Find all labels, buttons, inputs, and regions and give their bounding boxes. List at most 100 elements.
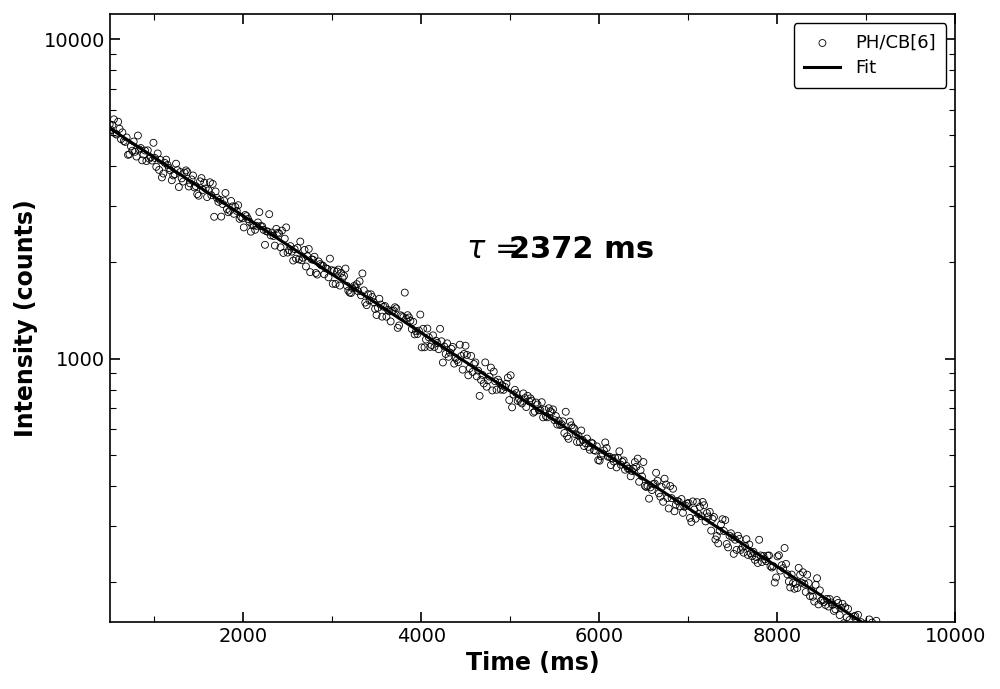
PH/CB[6] xyxy=(569,436,585,447)
PH/CB[6] xyxy=(617,464,633,475)
PH/CB[6] xyxy=(823,597,839,608)
PH/CB[6] xyxy=(818,599,834,610)
PH/CB[6] xyxy=(103,125,119,136)
PH/CB[6] xyxy=(297,245,313,256)
PH/CB[6] xyxy=(429,338,445,349)
PH/CB[6] xyxy=(945,683,961,689)
PH/CB[6] xyxy=(627,457,643,468)
PH/CB[6] xyxy=(154,172,170,183)
PH/CB[6] xyxy=(106,114,122,125)
PH/CB[6] xyxy=(356,285,372,296)
PH/CB[6] xyxy=(930,674,946,685)
PH/CB[6] xyxy=(642,482,658,493)
PH/CB[6] xyxy=(448,352,464,363)
PH/CB[6] xyxy=(916,652,932,663)
PH/CB[6] xyxy=(602,451,618,462)
PH/CB[6] xyxy=(775,563,791,574)
PH/CB[6] xyxy=(661,503,677,514)
PH/CB[6] xyxy=(258,226,274,237)
PH/CB[6] xyxy=(182,178,198,189)
PH/CB[6] xyxy=(345,282,361,294)
PH/CB[6] xyxy=(624,466,640,477)
PH/CB[6] xyxy=(915,655,931,666)
PH/CB[6] xyxy=(110,116,126,127)
PH/CB[6] xyxy=(352,276,368,287)
PH/CB[6] xyxy=(405,316,421,327)
PH/CB[6] xyxy=(289,243,305,254)
PH/CB[6] xyxy=(734,542,750,553)
Legend: PH/CB[6], Fit: PH/CB[6], Fit xyxy=(794,23,946,88)
PH/CB[6] xyxy=(174,173,190,184)
PH/CB[6] xyxy=(158,154,174,165)
PH/CB[6] xyxy=(343,287,359,298)
PH/CB[6] xyxy=(316,269,332,280)
PH/CB[6] xyxy=(884,634,900,645)
PH/CB[6] xyxy=(112,123,128,134)
PH/CB[6] xyxy=(227,201,243,212)
PH/CB[6] xyxy=(545,404,561,415)
PH/CB[6] xyxy=(483,362,499,373)
PH/CB[6] xyxy=(491,377,507,388)
PH/CB[6] xyxy=(822,593,838,604)
PH/CB[6] xyxy=(226,208,242,219)
PH/CB[6] xyxy=(469,371,485,382)
PH/CB[6] xyxy=(675,507,691,518)
PH/CB[6] xyxy=(702,506,718,517)
PH/CB[6] xyxy=(433,336,449,347)
PH/CB[6] xyxy=(782,582,798,593)
PH/CB[6] xyxy=(102,119,118,130)
PH/CB[6] xyxy=(215,198,231,209)
PH/CB[6] xyxy=(757,554,773,565)
PH/CB[6] xyxy=(933,675,949,686)
PH/CB[6] xyxy=(239,211,255,222)
PH/CB[6] xyxy=(450,357,466,368)
PH/CB[6] xyxy=(421,332,437,343)
PH/CB[6] xyxy=(878,632,894,643)
PH/CB[6] xyxy=(758,555,774,566)
PH/CB[6] xyxy=(688,513,704,524)
PH/CB[6] xyxy=(942,679,958,689)
PH/CB[6] xyxy=(291,254,307,265)
PH/CB[6] xyxy=(538,411,554,422)
PH/CB[6] xyxy=(892,640,908,651)
PH/CB[6] xyxy=(179,167,195,178)
Y-axis label: Intensity (counts): Intensity (counts) xyxy=(14,199,38,437)
PH/CB[6] xyxy=(575,435,591,446)
PH/CB[6] xyxy=(299,251,315,262)
PH/CB[6] xyxy=(508,388,524,399)
PH/CB[6] xyxy=(312,258,328,269)
PH/CB[6] xyxy=(830,597,846,608)
PH/CB[6] xyxy=(387,302,403,313)
PH/CB[6] xyxy=(623,471,639,482)
PH/CB[6] xyxy=(552,420,568,431)
PH/CB[6] xyxy=(635,457,651,468)
PH/CB[6] xyxy=(812,585,828,596)
PH/CB[6] xyxy=(932,661,948,672)
PH/CB[6] xyxy=(599,442,615,453)
PH/CB[6] xyxy=(249,220,265,232)
PH/CB[6] xyxy=(514,398,530,409)
PH/CB[6] xyxy=(393,310,409,321)
PH/CB[6] xyxy=(806,596,822,607)
PH/CB[6] xyxy=(672,501,688,512)
PH/CB[6] xyxy=(119,132,135,143)
PH/CB[6] xyxy=(298,261,314,272)
PH/CB[6] xyxy=(659,493,675,504)
PH/CB[6] xyxy=(171,181,187,192)
PH/CB[6] xyxy=(292,236,308,247)
PH/CB[6] xyxy=(222,205,238,216)
PH/CB[6] xyxy=(414,342,430,353)
PH/CB[6] xyxy=(842,615,858,626)
PH/CB[6] xyxy=(436,341,452,352)
PH/CB[6] xyxy=(490,374,506,385)
PH/CB[6] xyxy=(513,396,529,407)
Fit xyxy=(200,187,212,196)
PH/CB[6] xyxy=(582,444,598,455)
PH/CB[6] xyxy=(753,550,769,561)
PH/CB[6] xyxy=(592,455,608,466)
PH/CB[6] xyxy=(366,297,382,308)
PH/CB[6] xyxy=(698,516,714,527)
PH/CB[6] xyxy=(278,222,294,233)
PH/CB[6] xyxy=(285,255,301,266)
PH/CB[6] xyxy=(357,297,373,308)
